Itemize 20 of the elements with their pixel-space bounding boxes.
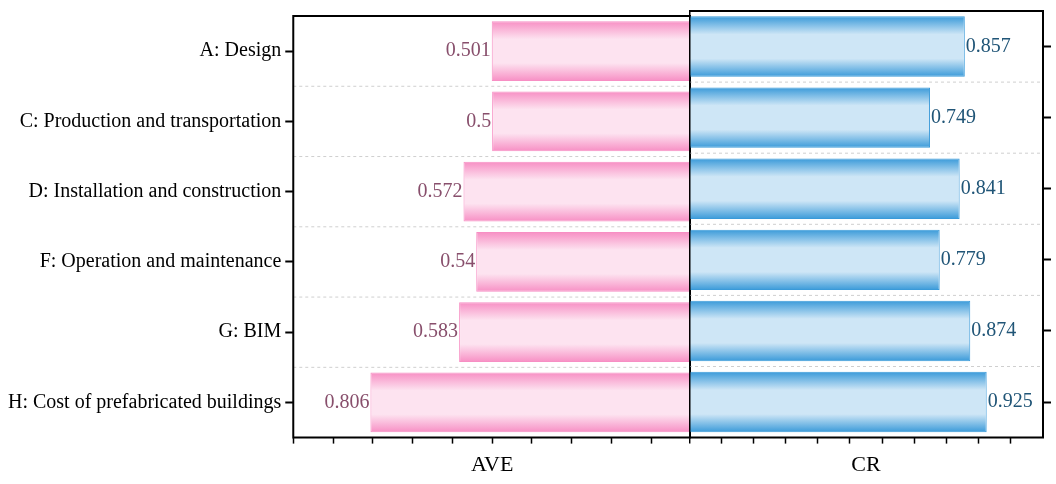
y-tick-label: A: Design [199, 38, 282, 62]
data-label: 0.583 [413, 319, 459, 342]
data-label: 0.925 [987, 389, 1033, 412]
y-tick-label: H: Cost of prefabricated buildings [7, 389, 282, 413]
data-label: 0.5 [466, 108, 492, 131]
y-tick-label: D: Installation and construction [28, 178, 282, 201]
data-label: 0.806 [324, 389, 370, 412]
data-label: 0.857 [965, 33, 1011, 56]
x-axis-title: AVE [470, 450, 514, 476]
data-label: 0.54 [440, 249, 476, 272]
data-label: 0.749 [931, 104, 977, 127]
data-label: 0.572 [417, 178, 463, 201]
y-tick-label: G: BIM [218, 319, 282, 342]
x-axis-title: CR [851, 450, 881, 476]
y-tick-label: C: Production and transportation [19, 108, 282, 132]
data-label: 0.779 [940, 247, 986, 270]
data-label: 0.874 [971, 318, 1017, 341]
data-label: 0.501 [445, 38, 491, 61]
y-tick-label: F: Operation and maintenance [39, 249, 282, 273]
data-label: 0.841 [960, 176, 1006, 198]
